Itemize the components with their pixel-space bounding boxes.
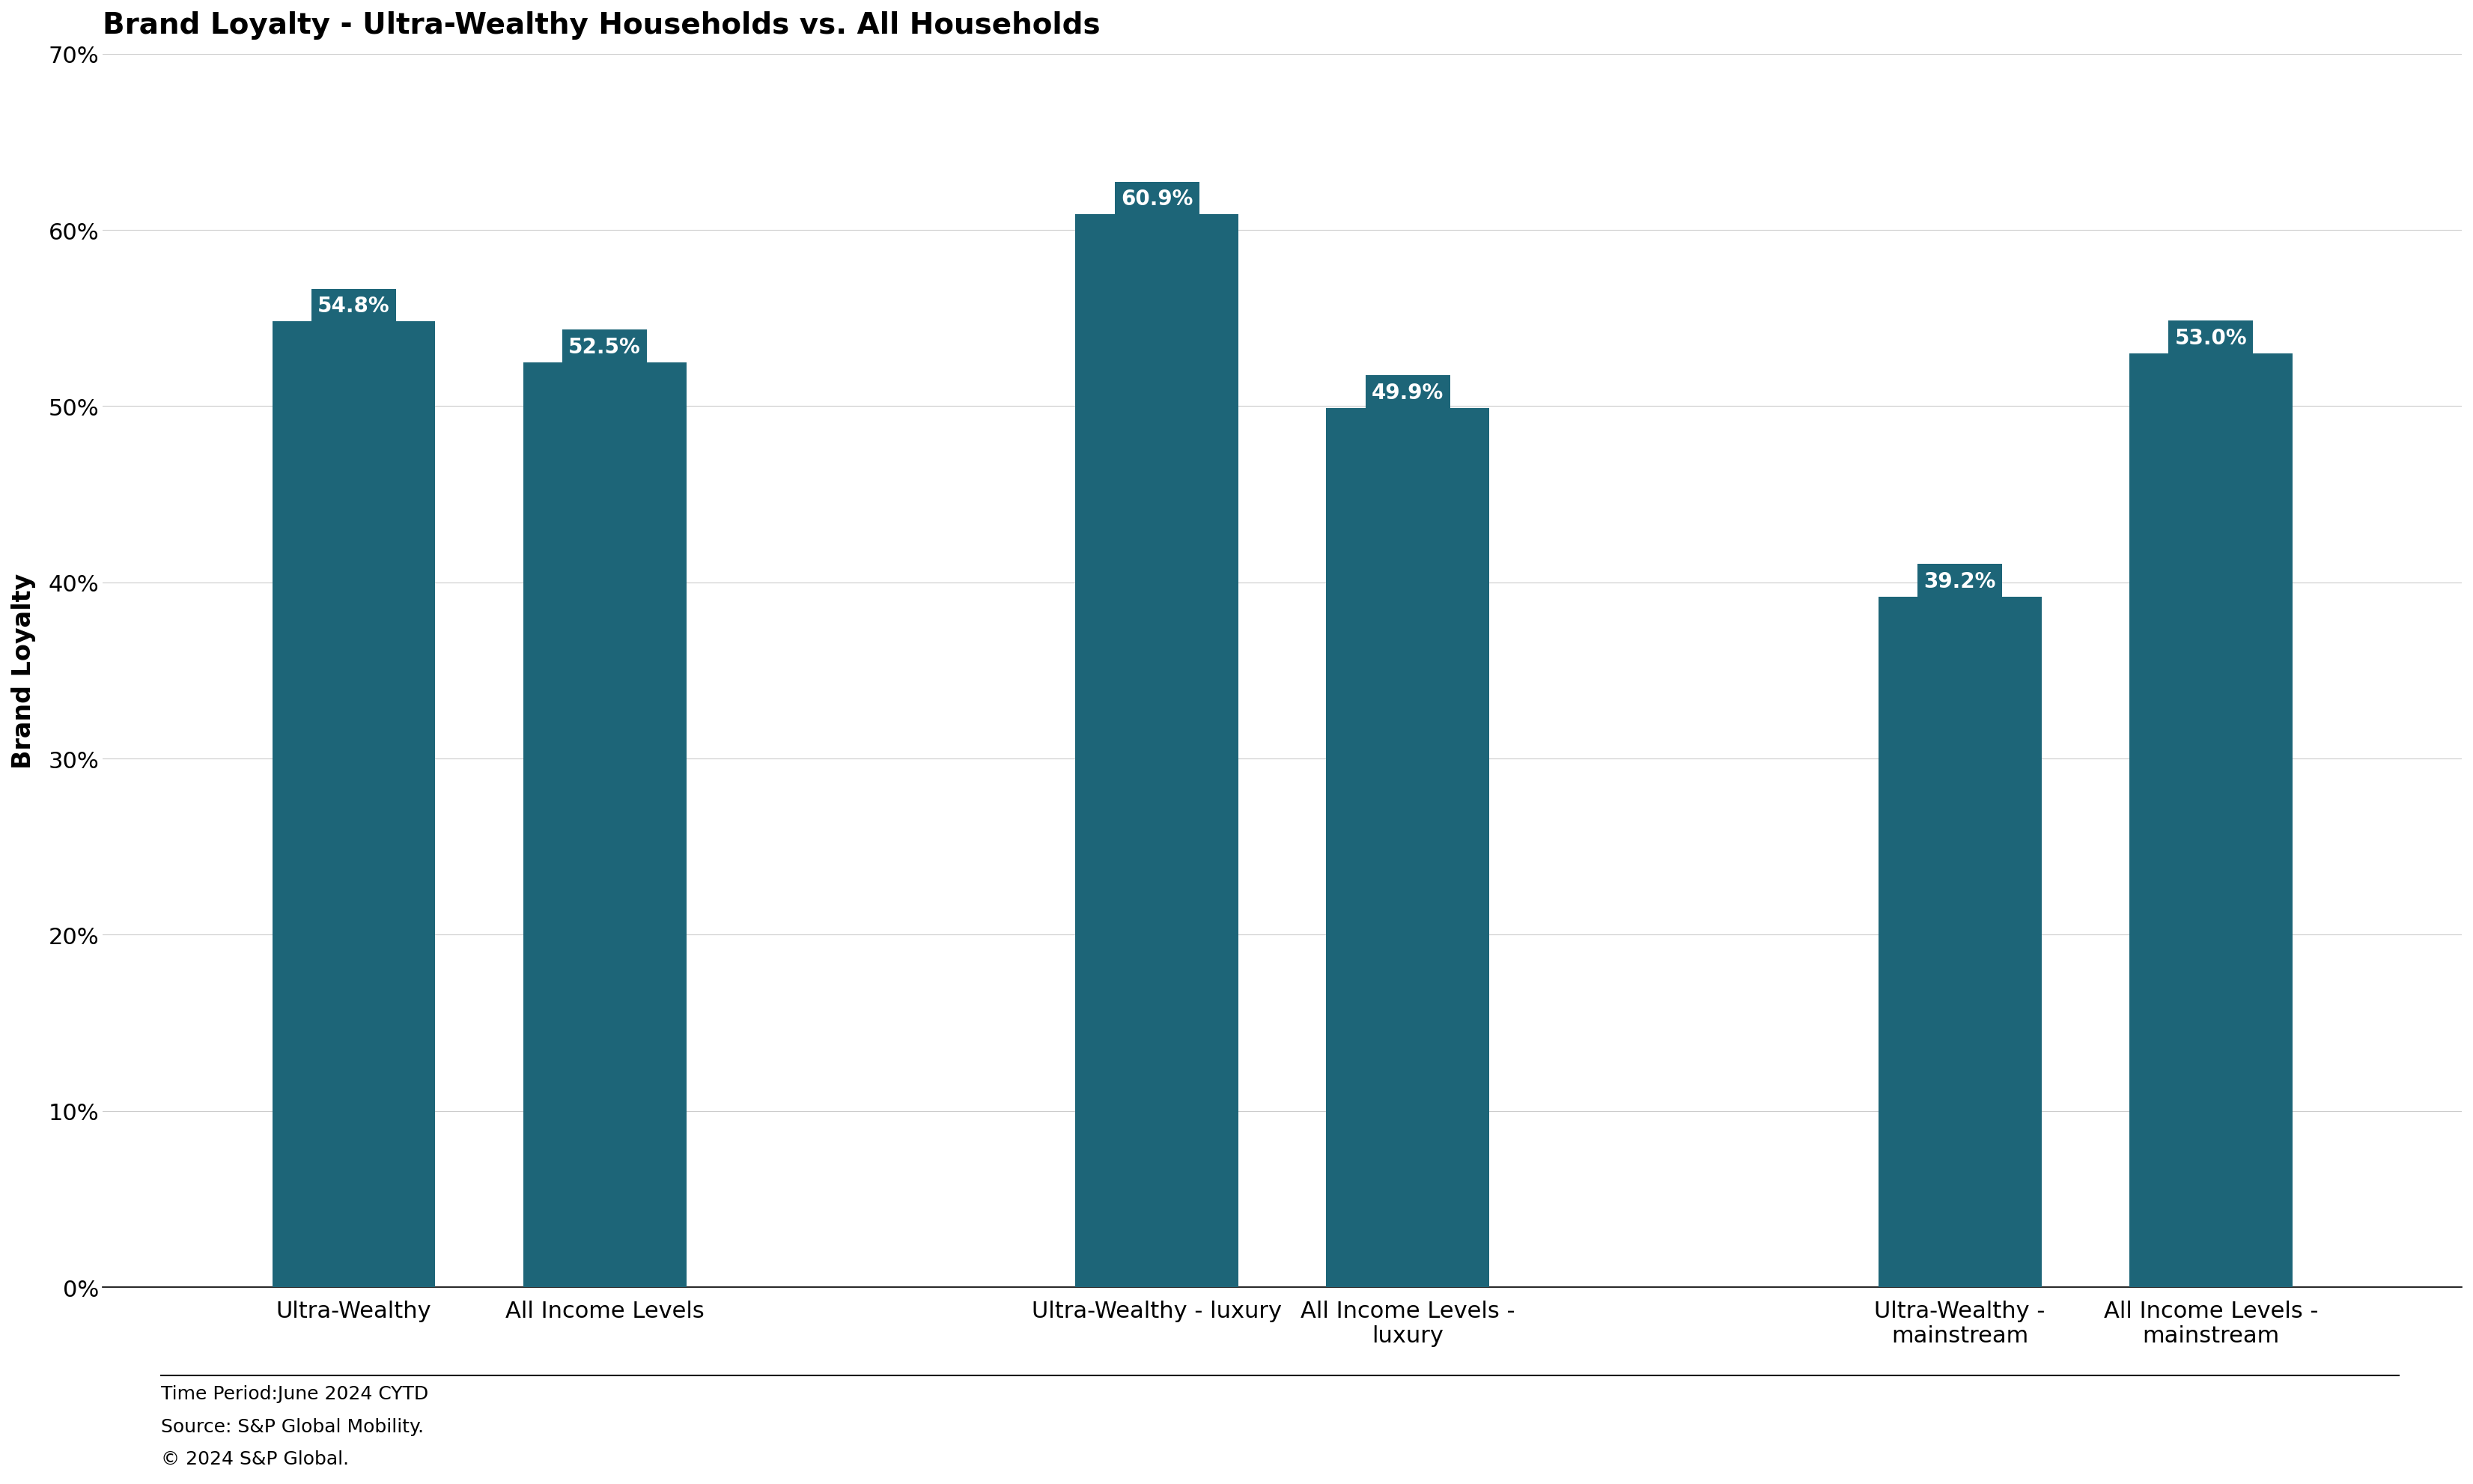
Text: 54.8%: 54.8% xyxy=(317,295,391,318)
Text: 39.2%: 39.2% xyxy=(1924,571,1996,592)
Bar xyxy=(1326,408,1489,1287)
Text: Time Period:June 2024 CYTD: Time Period:June 2024 CYTD xyxy=(161,1385,428,1402)
Text: Source: S&P Global Mobility.: Source: S&P Global Mobility. xyxy=(161,1417,423,1435)
Text: 52.5%: 52.5% xyxy=(569,337,641,358)
Bar xyxy=(272,322,435,1287)
Text: Brand Loyalty - Ultra-Wealthy Households vs. All Households: Brand Loyalty - Ultra-Wealthy Households… xyxy=(104,12,1100,40)
Text: © 2024 S&P Global.: © 2024 S&P Global. xyxy=(161,1450,349,1468)
Bar xyxy=(2129,353,2292,1287)
Bar xyxy=(1879,597,2040,1287)
Bar xyxy=(1076,215,1239,1287)
Text: 60.9%: 60.9% xyxy=(1120,188,1192,209)
Text: 53.0%: 53.0% xyxy=(2174,328,2248,349)
Bar xyxy=(524,362,685,1287)
Y-axis label: Brand Loyalty: Brand Loyalty xyxy=(12,573,37,769)
Text: 49.9%: 49.9% xyxy=(1373,383,1444,404)
